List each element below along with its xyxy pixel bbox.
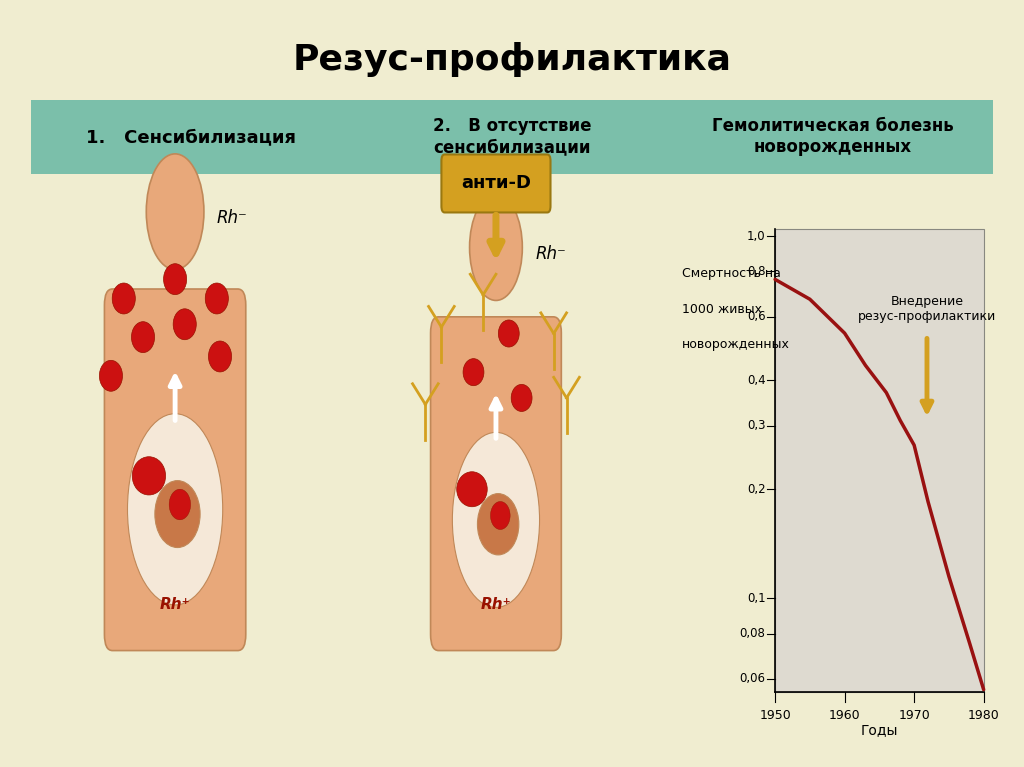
Ellipse shape [457, 472, 487, 507]
Ellipse shape [173, 309, 197, 340]
Text: 0,3: 0,3 [746, 419, 766, 432]
Circle shape [128, 413, 222, 605]
Text: 1970: 1970 [898, 709, 930, 722]
Text: 2.   В отсутствие
сенсибилизации: 2. В отсутствие сенсибилизации [433, 117, 591, 156]
Text: Гемолитическая болезнь
новорожденных: Гемолитическая болезнь новорожденных [712, 117, 953, 156]
Text: Смертность на: Смертность на [682, 267, 781, 280]
Text: 1950: 1950 [759, 709, 791, 722]
FancyBboxPatch shape [104, 289, 246, 650]
Text: 1,0: 1,0 [746, 230, 766, 242]
FancyBboxPatch shape [351, 100, 673, 174]
Text: 0,8: 0,8 [746, 265, 766, 278]
Ellipse shape [463, 359, 484, 386]
FancyBboxPatch shape [31, 100, 351, 174]
FancyBboxPatch shape [775, 229, 984, 693]
Text: Годы: Годы [860, 723, 898, 738]
Circle shape [146, 154, 204, 270]
Ellipse shape [499, 320, 519, 347]
Ellipse shape [113, 283, 135, 314]
Text: Внедрение
резус-профилактики: Внедрение резус-профилактики [858, 295, 996, 323]
Text: 0,06: 0,06 [739, 672, 766, 685]
Ellipse shape [511, 384, 532, 411]
Ellipse shape [209, 341, 231, 372]
Ellipse shape [490, 502, 510, 529]
Ellipse shape [132, 456, 166, 495]
Ellipse shape [169, 489, 190, 520]
Ellipse shape [205, 283, 228, 314]
Text: Rh⁻: Rh⁻ [536, 245, 566, 263]
Text: 0,2: 0,2 [746, 483, 766, 496]
Text: 1000 живых: 1000 живых [682, 303, 762, 316]
Ellipse shape [477, 494, 519, 555]
FancyBboxPatch shape [441, 154, 551, 212]
Text: Rh⁺: Rh⁺ [480, 597, 511, 612]
Text: Rh⁺: Rh⁺ [160, 597, 190, 612]
Circle shape [453, 433, 540, 607]
Text: 0,08: 0,08 [739, 627, 766, 640]
Ellipse shape [99, 360, 123, 391]
Text: 1.   Сенсибилизация: 1. Сенсибилизация [86, 128, 296, 146]
Ellipse shape [155, 481, 200, 548]
Ellipse shape [131, 321, 155, 353]
Text: 0,4: 0,4 [746, 374, 766, 387]
FancyBboxPatch shape [430, 317, 561, 650]
Circle shape [470, 195, 522, 301]
Text: анти-D: анти-D [461, 174, 531, 193]
Ellipse shape [164, 264, 186, 295]
Text: 0,6: 0,6 [746, 310, 766, 323]
Text: 1980: 1980 [968, 709, 999, 722]
Text: 0,1: 0,1 [746, 592, 766, 605]
Text: Резус-профилактика: Резус-профилактика [293, 42, 731, 77]
Text: новорожденных: новорожденных [682, 338, 790, 351]
Text: 1960: 1960 [828, 709, 860, 722]
Text: Rh⁻: Rh⁻ [217, 209, 248, 227]
FancyBboxPatch shape [673, 100, 993, 174]
